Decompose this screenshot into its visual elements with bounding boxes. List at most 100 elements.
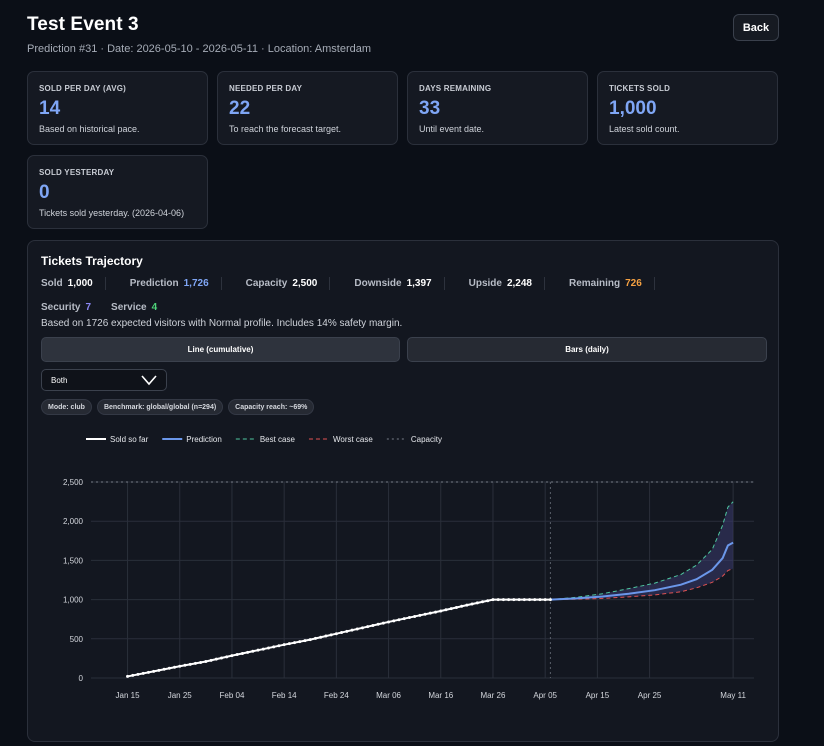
sold-point [162, 667, 166, 671]
stat-desc: Based on historical pace. [39, 124, 140, 134]
sold-point [220, 656, 224, 660]
sold-point [235, 653, 239, 657]
sold-point [240, 651, 244, 655]
metrics-row: Sold 1,000 Prediction 1,726 Capacity 2,5… [41, 277, 679, 290]
sold-point [126, 674, 130, 678]
metric-security: Security 7 [41, 301, 91, 314]
stat-desc: To reach the forecast target. [229, 124, 342, 134]
sold-point [460, 604, 464, 608]
metric-value: 1,397 [406, 278, 432, 289]
sold-point [146, 670, 150, 674]
bars-view-button[interactable]: Bars (daily) [407, 337, 767, 362]
sold-point [298, 640, 302, 644]
stat-value: 0 [39, 182, 50, 203]
metric-sold: Sold 1,000 [41, 277, 106, 290]
sold-point [491, 598, 495, 602]
prediction-line [550, 541, 734, 601]
sold-point [209, 658, 213, 662]
x-tick-label: Feb 24 [324, 691, 349, 700]
sold-point [397, 618, 401, 622]
sold-point [517, 598, 521, 602]
stat-value: 14 [39, 98, 61, 119]
x-tick-label: May 11 [720, 691, 746, 700]
sold-point [481, 600, 485, 604]
sold-point [214, 657, 218, 661]
metric-value: 1,726 [183, 278, 209, 289]
stat-label: SOLD PER DAY (AVG) [39, 84, 127, 93]
sold-point [392, 619, 396, 623]
line-view-button[interactable]: Line (cumulative) [41, 337, 400, 362]
legend-label: Capacity [411, 435, 442, 444]
stat-label: DAYS REMAINING [419, 84, 492, 93]
sold-point [538, 598, 542, 602]
sold-point [167, 666, 171, 670]
capacity-reach-chip: Capacity reach: ~69% [228, 399, 315, 415]
trajectory-panel: Tickets Trajectory Sold 1,000 Prediction… [27, 240, 779, 742]
sold-point [533, 598, 537, 602]
metrics-row-staff: Security 7 Service 4 [41, 301, 177, 314]
x-tick-label: Mar 26 [481, 691, 506, 700]
sold-point [407, 616, 411, 620]
metric-label: Downside [354, 278, 402, 289]
series-select[interactable]: Both [41, 369, 167, 391]
sold-point [313, 636, 317, 640]
metric-value: 2,248 [506, 278, 532, 289]
metric-label: Security [41, 302, 81, 313]
metric-label: Remaining [569, 278, 621, 289]
sold-point [152, 669, 156, 673]
stat-value: 1,000 [609, 98, 657, 119]
sold-point [418, 613, 422, 617]
metric-service: Service 4 [111, 301, 157, 314]
back-button[interactable]: Back [733, 14, 779, 41]
stat-label: TICKETS SOLD [609, 84, 671, 93]
sold-point [454, 605, 458, 609]
sold-point [329, 633, 333, 637]
sold-point [350, 628, 354, 632]
sold-point [548, 598, 552, 602]
sold-point [287, 642, 291, 646]
sold-point [293, 641, 297, 645]
sold-point [371, 623, 375, 627]
page-title: Test Event 3 [27, 14, 139, 35]
sold-point [266, 646, 270, 650]
x-tick-label: Jan 15 [116, 691, 141, 700]
sold-point [376, 622, 380, 626]
sold-point [475, 601, 479, 605]
metric-label: Prediction [129, 278, 179, 289]
metric-upside: Upside 2,248 [469, 277, 545, 290]
x-tick-label: Mar 06 [376, 691, 401, 700]
sold-point [272, 645, 276, 649]
sold-point [496, 598, 500, 602]
sold-point [413, 614, 417, 618]
x-tick-label: Jan 25 [168, 691, 193, 700]
sold-point [178, 664, 182, 668]
sold-point [199, 660, 203, 664]
metric-label: Capacity [245, 278, 288, 289]
sold-point [256, 648, 260, 652]
metric-value: 7 [85, 302, 92, 313]
best-case-line [550, 501, 734, 601]
metric-downside: Downside 1,397 [354, 277, 445, 290]
sold-point [501, 598, 505, 602]
metric-value: 726 [625, 278, 642, 289]
sold-point [345, 629, 349, 633]
sold-point [434, 610, 438, 614]
stat-card-needed-per-day: NEEDED PER DAY 22 To reach the forecast … [217, 71, 398, 145]
sold-point [225, 655, 229, 659]
stat-desc: Tickets sold yesterday. (2026-04-06) [39, 208, 185, 218]
y-tick-label: 0 [79, 674, 84, 683]
sold-point [277, 644, 281, 648]
sold-point [251, 649, 255, 653]
stat-card-days-remaining: DAYS REMAINING 33 Until event date. [407, 71, 588, 145]
stat-label: SOLD YESTERDAY [39, 168, 115, 177]
x-tick-label: Apr 25 [638, 691, 662, 700]
sold-point [131, 673, 135, 677]
sold-point [428, 611, 432, 615]
page-header: Test Event 3 Prediction #31 · Date: 2026… [27, 14, 779, 58]
confidence-band [550, 501, 734, 600]
legend-label: Worst case [333, 435, 373, 444]
sold-point [261, 647, 265, 651]
sold-point [360, 626, 364, 630]
sold-point [157, 668, 161, 672]
legend-label: Prediction [186, 435, 222, 444]
